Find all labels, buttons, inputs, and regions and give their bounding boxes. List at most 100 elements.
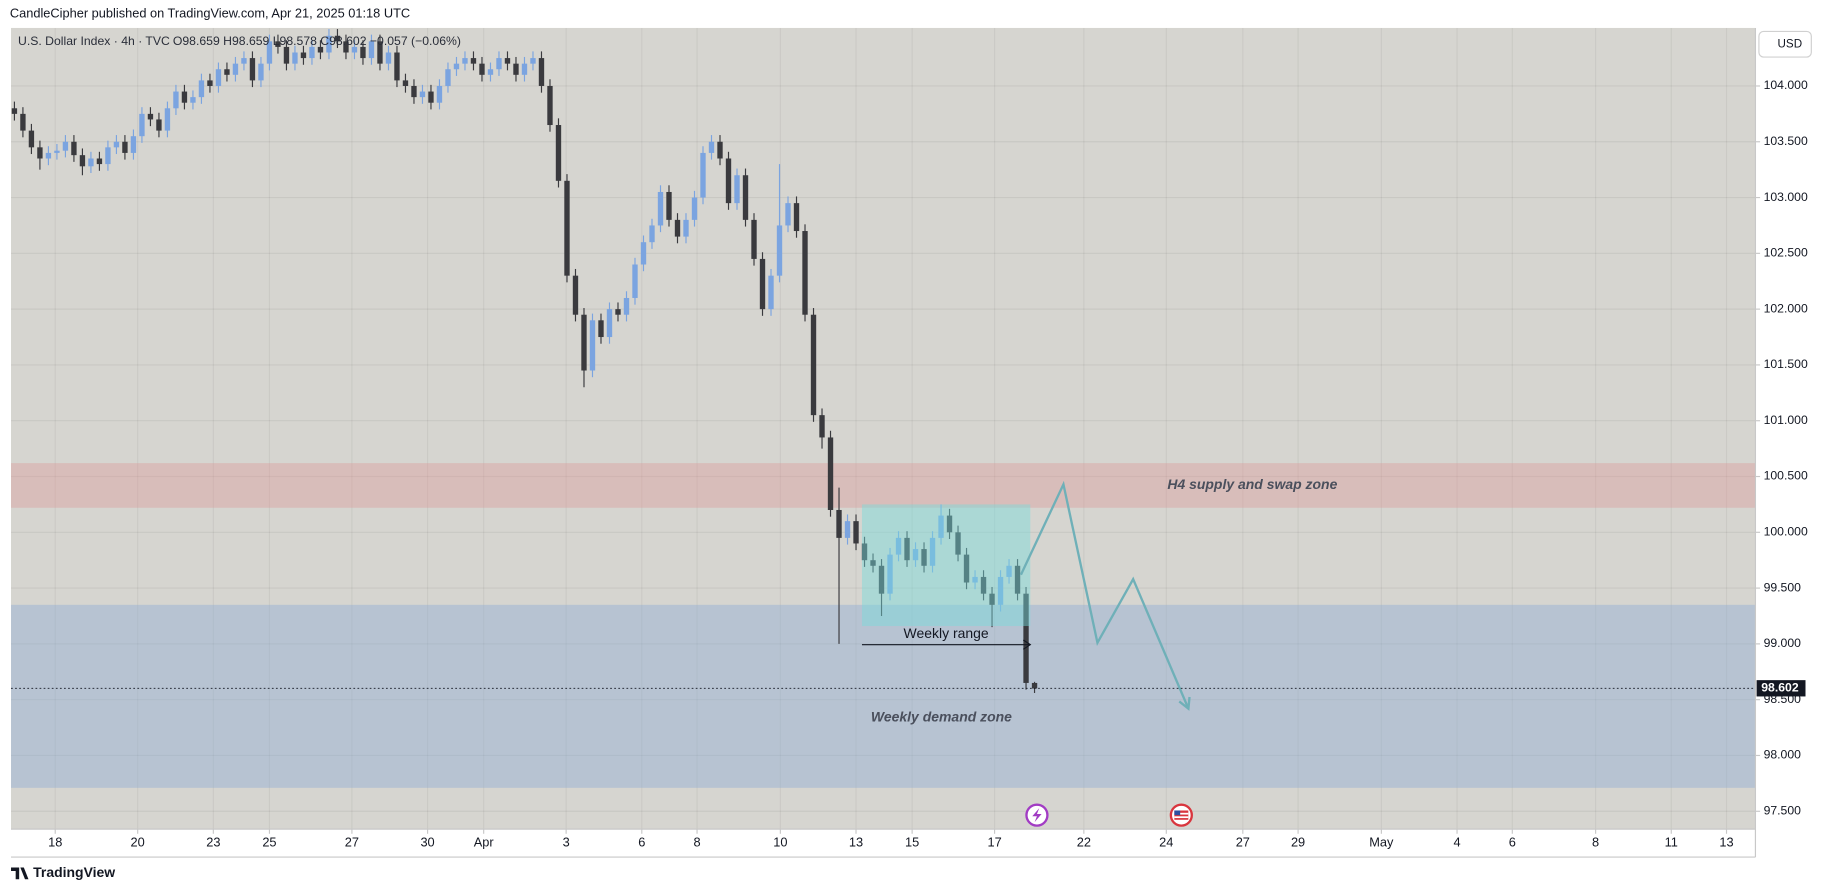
candle-body [819,415,825,438]
candle-body [802,231,808,315]
candle-body [181,91,188,103]
candle-body [963,554,970,583]
candle-body [130,136,137,153]
overlay-layer: Weekly range [11,480,1756,711]
x-tick-label: 27 [345,834,359,849]
candle-body [11,108,18,114]
y-tick-label: 100.000 [1764,525,1808,539]
candle-body [88,158,94,167]
candle-body [45,152,52,159]
candle-body [504,58,511,64]
candle-body [445,69,451,86]
y-tick-label: 101.500 [1764,357,1808,371]
x-tick-label: 20 [131,834,145,849]
candle-body [904,537,910,561]
candle-body [938,515,944,538]
candle-body [742,175,749,220]
candle-body [96,158,103,165]
candle-body [436,85,443,103]
x-tick-label: 13 [1719,834,1733,849]
candle-body [360,46,366,59]
x-tick-label: 6 [1509,834,1516,849]
candle-body [615,309,621,315]
candle-body [394,52,400,81]
candle-body [793,203,800,232]
candle-body [921,549,927,566]
candle-body [700,152,706,198]
candle-body [827,437,834,510]
candle-body [538,58,545,86]
candle-body [836,509,842,538]
candle-body [20,113,26,131]
candle-body [649,225,655,243]
candle-body [317,46,324,53]
y-tick-label: 97.500 [1764,803,1802,817]
x-tick-label: 30 [420,834,434,849]
range-arrow-head [1022,639,1032,650]
candle-body [1014,565,1021,594]
projection-path [1019,480,1190,710]
candle-body [113,141,120,148]
candle-body [368,41,375,59]
last-price-tag [1756,680,1806,697]
brand-name[interactable]: TradingView [33,864,115,880]
candle-body [224,69,230,75]
y-tick-label: 99.000 [1764,636,1802,650]
candle-body [300,52,307,59]
currency-label[interactable]: USD [1778,37,1803,50]
candle-body [844,521,851,538]
x-tick-label: 23 [206,834,220,849]
y-tick-label: 98.000 [1764,748,1802,762]
candle-body [190,97,196,103]
candle-body [581,314,587,371]
candle-body [258,63,264,81]
candle-body [487,69,494,75]
x-tick-label: 15 [905,834,919,849]
x-tick-label: 4 [1453,834,1460,849]
x-tick-label: 13 [849,834,863,849]
candle-body [147,113,154,120]
brand-logo[interactable] [11,867,29,880]
candle-body [139,113,145,137]
y-tick-label: 102.000 [1764,301,1808,315]
candle-body [776,225,783,276]
candle-body [980,576,987,594]
flag-icon[interactable] [1169,803,1193,827]
candle-body [725,158,732,204]
candle-body [853,521,859,544]
x-tick-label: 24 [1159,834,1173,849]
currency-button[interactable] [1758,30,1812,58]
candle-body [496,58,502,70]
candle-body [79,155,86,167]
range-box [861,504,1031,627]
candle-body [1023,593,1029,683]
x-tick-label: May [1369,834,1394,849]
x-tick-label: 3 [563,834,570,849]
candle-body [198,80,205,98]
candle-body [249,58,256,81]
publisher-line: CandleCipher published on TradingView.co… [10,5,410,20]
candle-body [266,41,273,64]
candle-body [521,63,528,75]
candle-body [810,314,817,416]
candle-body [411,85,417,98]
y-tick-label: 103.500 [1764,134,1808,148]
candle-body [785,203,791,226]
plot-area [11,27,1756,830]
candle-body [283,46,290,64]
candle-body [768,275,774,310]
candle-body [513,63,519,75]
candle-body [717,141,723,159]
y-tick-label: 101.000 [1764,413,1808,427]
candle-body [598,320,604,338]
candle-body [343,41,349,53]
y-tick-label: 99.500 [1764,580,1802,594]
candle-body [683,219,689,237]
candle-body [691,197,698,220]
candle-body [385,52,392,64]
candle-body [734,175,740,204]
event-icon[interactable] [1025,803,1049,827]
candle-body [530,58,536,64]
candle-body [972,576,978,583]
